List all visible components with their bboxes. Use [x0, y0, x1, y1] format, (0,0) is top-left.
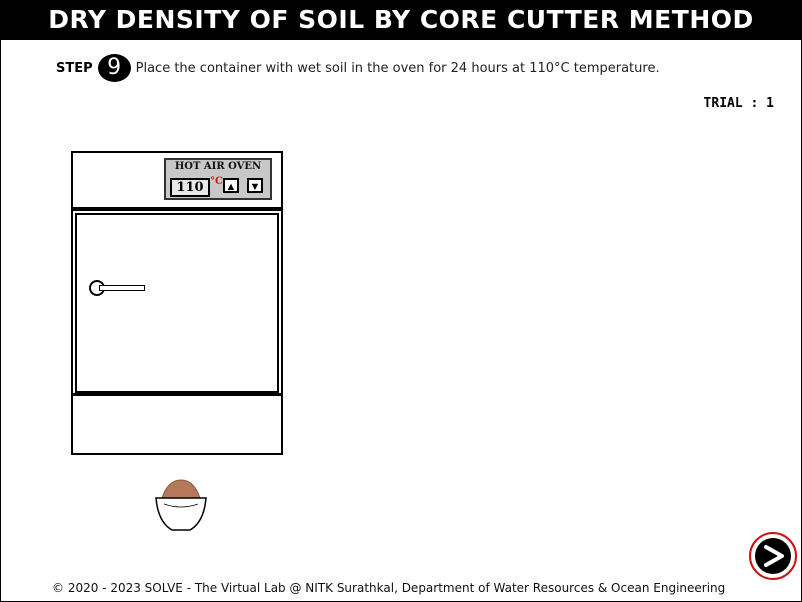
step-label: STEP [56, 60, 93, 76]
soil-bowl-icon [155, 479, 207, 531]
page-title: DRY DENSITY OF SOIL BY CORE CUTTER METHO… [0, 0, 802, 40]
hot-air-oven: HOT AIR OVEN 110 °C ▲ ▼ [71, 151, 283, 455]
temperature-display: 110 [170, 178, 210, 197]
oven-door[interactable] [75, 213, 279, 393]
temperature-up-button[interactable]: ▲ [223, 178, 239, 193]
oven-label: HOT AIR OVEN [174, 161, 262, 172]
oven-divider-top [73, 207, 281, 211]
triangle-up-icon: ▲ [225, 181, 237, 193]
trial-indicator: TRIAL : 1 [703, 96, 774, 111]
temperature-unit: °C [210, 176, 223, 187]
footer-copyright: © 2020 - 2023 SOLVE - The Virtual Lab @ … [52, 581, 726, 595]
step-number-badge: 9 [97, 54, 131, 82]
soil-container[interactable] [154, 478, 208, 534]
step-text: Place the container with wet soil in the… [135, 60, 660, 76]
triangle-down-icon: ▼ [249, 181, 261, 193]
arrow-right-icon [755, 538, 791, 574]
oven-divider-bottom [73, 393, 281, 396]
next-step-button[interactable] [749, 532, 797, 580]
oven-control-panel: HOT AIR OVEN 110 °C ▲ ▼ [164, 158, 272, 200]
temperature-down-button[interactable]: ▼ [247, 178, 263, 193]
step-instruction: STEP 9 Place the container with wet soil… [56, 54, 660, 82]
door-handle[interactable] [99, 285, 145, 291]
